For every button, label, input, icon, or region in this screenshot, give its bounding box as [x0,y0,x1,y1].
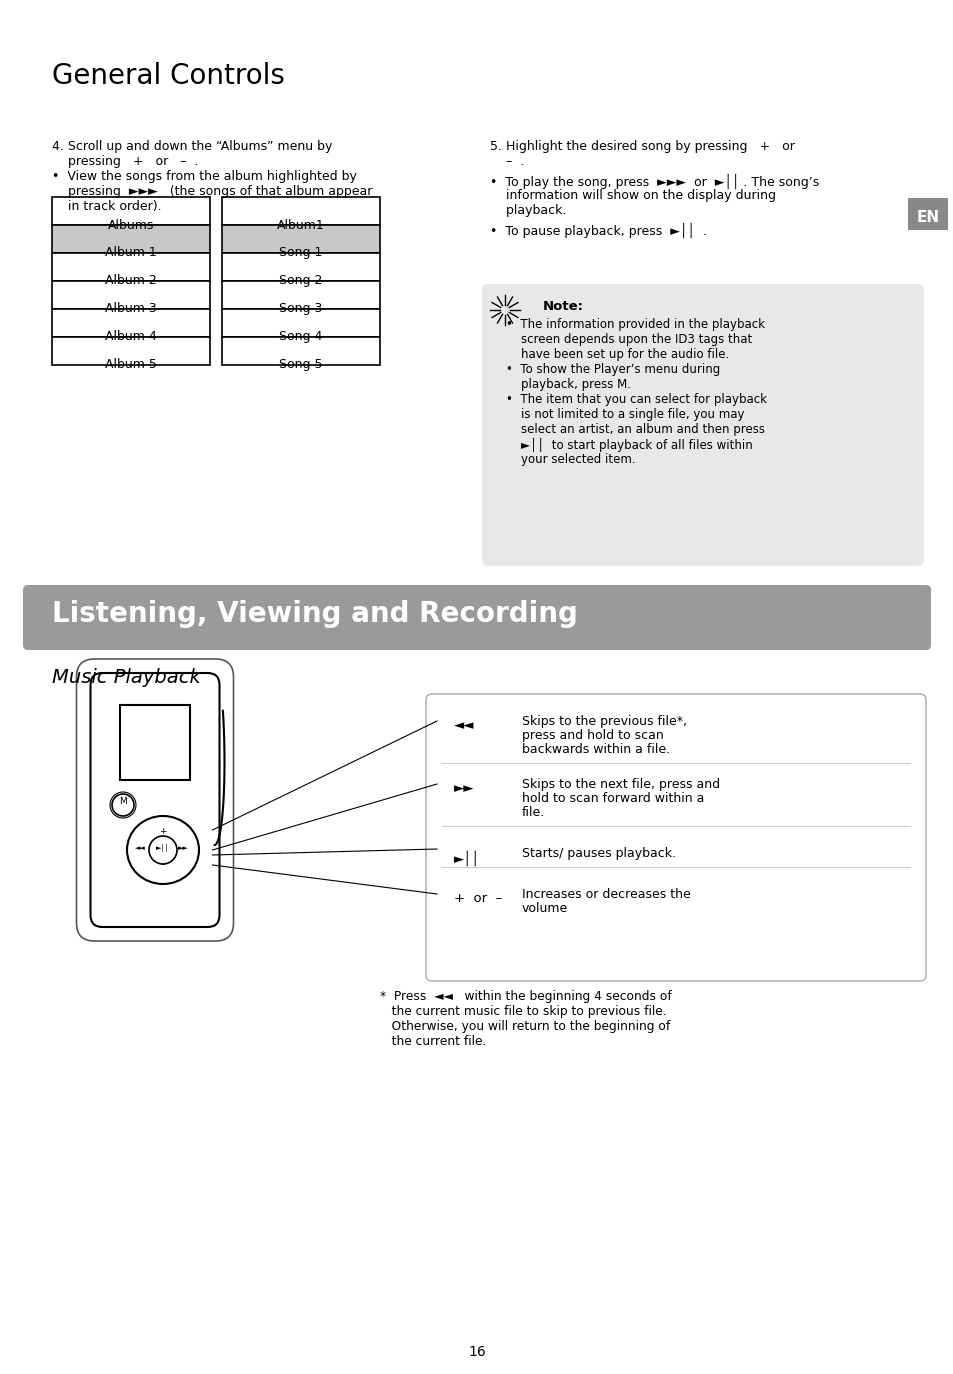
Text: ►││  to start playback of all files within: ►││ to start playback of all files withi… [505,438,752,452]
Text: •  To play the song, press  ►►►  or  ►││ . The song’s: • To play the song, press ►►► or ►││ . T… [490,174,819,190]
Ellipse shape [127,816,199,883]
Text: 5. Highlight the desired song by pressing   +   or: 5. Highlight the desired song by pressin… [490,140,794,153]
Text: Song 3: Song 3 [279,302,322,315]
Text: ◄◄: ◄◄ [454,719,474,732]
Text: in track order).: in track order). [52,201,161,213]
Bar [222,196,379,225]
Text: Album 4: Album 4 [105,330,156,344]
Bar [222,337,379,365]
Text: your selected item.: your selected item. [505,453,635,466]
Text: Album 3: Album 3 [105,302,156,315]
Bar [52,282,210,309]
Text: Music Playback: Music Playback [52,668,200,687]
Text: 16: 16 [468,1345,485,1359]
Text: have been set up for the audio file.: have been set up for the audio file. [505,348,728,361]
Text: Song 5: Song 5 [279,359,322,371]
Text: Album 5: Album 5 [105,359,157,371]
Text: pressing   +   or   –  .: pressing + or – . [52,155,198,168]
Bar [52,225,210,253]
Text: information will show on the display during: information will show on the display dur… [490,190,775,202]
Bar [222,253,379,282]
Text: •  View the songs from the album highlighted by: • View the songs from the album highligh… [52,170,356,183]
Text: ►►: ►► [177,845,188,851]
Text: Skips to the previous file*,: Skips to the previous file*, [521,714,686,728]
Text: •  To show the Player’s menu during: • To show the Player’s menu during [505,363,720,376]
Text: ►►: ►► [454,782,474,796]
Text: Note:: Note: [542,300,583,313]
Text: Song 1: Song 1 [279,246,322,260]
Text: Increases or decreases the: Increases or decreases the [521,888,690,901]
Bar [222,225,379,253]
Text: –  .: – . [490,155,524,168]
Text: volume: volume [521,901,568,915]
Text: Album 1: Album 1 [105,246,156,260]
Bar [52,196,210,225]
Text: the current music file to skip to previous file.: the current music file to skip to previo… [379,1004,666,1018]
Text: Song 2: Song 2 [279,273,322,287]
FancyBboxPatch shape [23,585,930,650]
Bar [120,705,190,780]
Text: screen depends upon the ID3 tags that: screen depends upon the ID3 tags that [505,333,752,346]
Text: playback, press M.: playback, press M. [505,378,630,392]
Text: the current file.: the current file. [379,1035,486,1048]
Text: •  To pause playback, press  ►││  .: • To pause playback, press ►││ . [490,223,706,239]
Text: playback.: playback. [490,203,566,217]
Text: Album 2: Album 2 [105,273,156,287]
FancyBboxPatch shape [426,694,925,981]
FancyBboxPatch shape [481,284,923,566]
Bar [222,309,379,337]
Text: ►││: ►││ [454,851,479,867]
Bar [222,282,379,309]
Text: –: – [161,860,165,870]
Text: backwards within a file.: backwards within a file. [521,743,669,756]
Circle shape [149,835,177,864]
Text: M: M [119,797,127,805]
Text: file.: file. [521,807,545,819]
Text: Album1: Album1 [276,218,325,232]
Text: 4. Scroll up and down the “Albums” menu by: 4. Scroll up and down the “Albums” menu … [52,140,332,153]
Text: •  The information provided in the playback: • The information provided in the playba… [505,317,764,331]
Text: ◄◄: ◄◄ [134,845,145,851]
Text: +: + [159,827,167,835]
Bar [52,253,210,282]
Text: Listening, Viewing and Recording: Listening, Viewing and Recording [52,600,578,628]
Circle shape [112,794,133,816]
Text: Song 4: Song 4 [279,330,322,344]
Text: press and hold to scan: press and hold to scan [521,730,663,742]
Text: ►││: ►││ [156,844,170,852]
Text: General Controls: General Controls [52,62,285,91]
Bar [52,309,210,337]
Bar [52,337,210,365]
Text: pressing  ►►►   (the songs of that album appear: pressing ►►► (the songs of that album ap… [52,185,372,198]
FancyBboxPatch shape [91,673,219,927]
Text: Skips to the next file, press and: Skips to the next file, press and [521,778,720,791]
Text: is not limited to a single file, you may: is not limited to a single file, you may [505,408,743,420]
Text: Albums: Albums [108,218,154,232]
Text: EN: EN [916,210,939,225]
Text: +  or  –: + or – [454,892,501,905]
Text: *  Press  ◄◄   within the beginning 4 seconds of: * Press ◄◄ within the beginning 4 second… [379,991,671,1003]
Text: select an artist, an album and then press: select an artist, an album and then pres… [505,423,764,436]
FancyBboxPatch shape [907,198,947,229]
Text: Otherwise, you will return to the beginning of: Otherwise, you will return to the beginn… [379,1020,670,1033]
Text: •  The item that you can select for playback: • The item that you can select for playb… [505,393,766,405]
Text: hold to scan forward within a: hold to scan forward within a [521,791,703,805]
Text: Starts/ pauses playback.: Starts/ pauses playback. [521,846,676,860]
